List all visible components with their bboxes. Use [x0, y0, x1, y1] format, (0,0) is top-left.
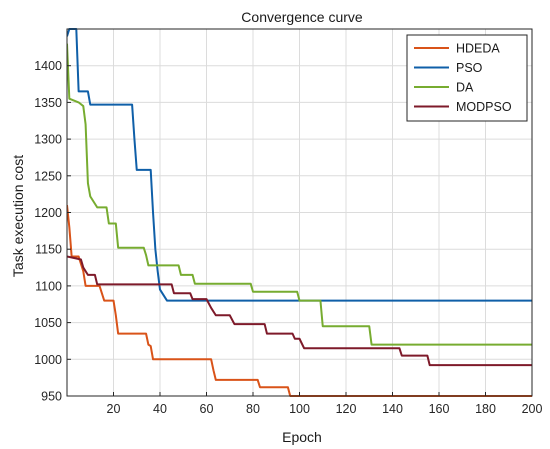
y-tick-label: 1150	[35, 243, 62, 257]
x-tick-label: 160	[429, 402, 450, 416]
series-line-hdeda	[67, 205, 532, 397]
series-line-da	[67, 43, 532, 346]
x-axis-ticks: 20 40 60 80 100 120 140 160 180 200	[107, 392, 543, 416]
x-axis-label: Epoch	[282, 429, 322, 445]
y-axis-ticks: 950 1000 1050 1100 1150 1200 1250 1300 1350 1400	[34, 59, 71, 404]
grid-lines	[67, 29, 533, 397]
y-axis-label: Task execution cost	[10, 155, 26, 277]
x-tick-label: 100	[289, 402, 310, 416]
x-tick-label: 20	[107, 402, 121, 416]
series-line-modpso	[67, 255, 532, 367]
y-tick-label: 1300	[34, 133, 62, 147]
y-tick-label: 1400	[34, 59, 62, 73]
legend-label-da: DA	[456, 81, 474, 95]
legend: HDEDA PSO DA MODPSO	[406, 34, 528, 122]
legend-label-modpso: MODPSO	[456, 100, 512, 114]
y-tick-label: 1200	[34, 206, 62, 220]
y-tick-label: 1050	[34, 316, 62, 330]
legend-label-hdeda: HDEDA	[456, 42, 500, 56]
y-tick-label: 950	[41, 390, 62, 404]
x-tick-label: 180	[475, 402, 496, 416]
x-tick-label: 40	[153, 402, 167, 416]
legend-label-pso: PSO	[456, 61, 483, 75]
y-tick-label: 1100	[35, 279, 62, 293]
x-tick-label: 80	[246, 402, 260, 416]
chart-title: Convergence curve	[241, 9, 363, 25]
y-tick-label: 1350	[34, 96, 62, 110]
series-line-pso	[67, 28, 532, 302]
x-tick-label: 140	[382, 402, 403, 416]
y-tick-label: 1250	[34, 169, 62, 183]
series-layer	[67, 28, 532, 397]
x-tick-label: 120	[336, 402, 357, 416]
x-tick-label: 60	[200, 402, 214, 416]
x-tick-label: 200	[522, 402, 543, 416]
y-tick-label: 1000	[34, 353, 62, 367]
